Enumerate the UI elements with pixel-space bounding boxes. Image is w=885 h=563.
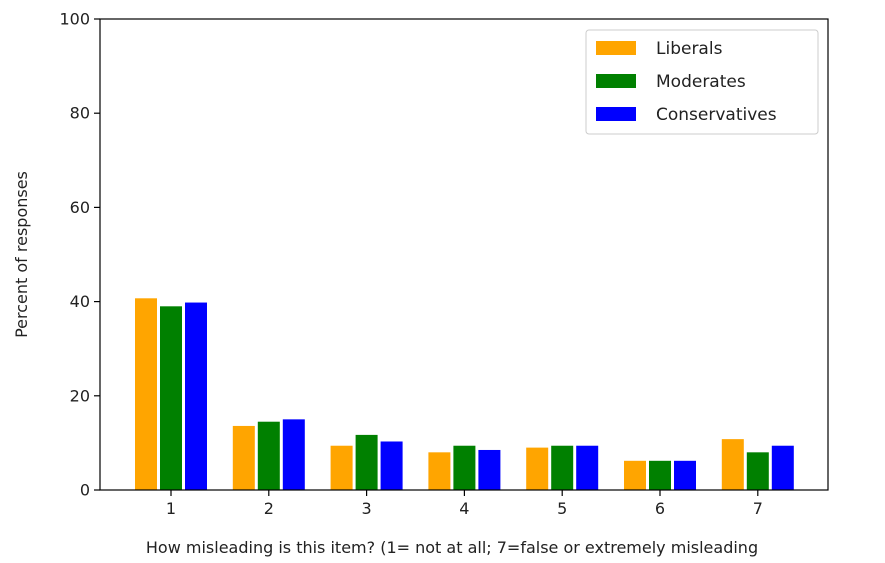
x-tick-label: 3 <box>362 499 372 518</box>
bar-liberals-4 <box>428 452 451 490</box>
bar-liberals-7 <box>721 439 744 490</box>
legend-label-moderates: Moderates <box>656 72 746 92</box>
bars-layer <box>135 298 794 490</box>
y-tick-label: 20 <box>70 386 90 405</box>
legend-swatch-moderates <box>596 74 636 88</box>
bar-conservatives-3 <box>380 441 403 490</box>
legend-box <box>585 29 819 135</box>
bar-conservatives-5 <box>576 445 599 490</box>
x-tick-label: 5 <box>557 499 567 518</box>
bar-moderates-5 <box>551 445 574 490</box>
bar-liberals-3 <box>330 445 353 490</box>
bar-conservatives-6 <box>674 460 696 490</box>
bar-conservatives-1 <box>185 302 207 490</box>
bar-liberals-1 <box>135 298 157 490</box>
legend-label-conservatives: Conservatives <box>656 105 777 125</box>
x-axis: 1 2 3 4 5 6 7 <box>166 490 763 518</box>
bar-liberals-2 <box>232 425 255 490</box>
bar-moderates-2 <box>257 421 280 490</box>
y-axis: 0 20 40 60 80 100 <box>59 10 100 500</box>
bar-liberals-6 <box>624 460 646 490</box>
bar-liberals-5 <box>526 447 549 490</box>
bar-moderates-1 <box>160 306 182 490</box>
bar-moderates-6 <box>649 460 671 490</box>
x-tick-label: 4 <box>459 499 469 518</box>
legend: Liberals Moderates Conservatives <box>585 29 819 135</box>
x-tick-label: 7 <box>753 499 763 518</box>
legend-swatch-liberals <box>596 41 636 55</box>
x-axis-label: How misleading is this item? (1= not at … <box>146 538 758 557</box>
x-tick-label: 6 <box>655 499 665 518</box>
bar-moderates-3 <box>355 434 378 490</box>
x-tick-label: 1 <box>166 499 176 518</box>
y-tick-label: 0 <box>80 481 90 500</box>
y-tick-label: 80 <box>70 104 90 123</box>
x-tick-label: 2 <box>264 499 274 518</box>
y-tick-label: 100 <box>59 10 90 29</box>
bar-moderates-4 <box>453 445 476 490</box>
legend-swatch-conservatives <box>596 107 636 121</box>
y-axis-label: Percent of responses <box>12 171 31 338</box>
bar-conservatives-4 <box>478 449 501 490</box>
bar-conservatives-7 <box>771 445 794 490</box>
legend-label-liberals: Liberals <box>656 39 723 59</box>
bar-conservatives-2 <box>282 419 305 490</box>
bar-moderates-7 <box>746 452 769 490</box>
y-tick-label: 60 <box>70 198 90 217</box>
y-tick-label: 40 <box>70 292 90 311</box>
